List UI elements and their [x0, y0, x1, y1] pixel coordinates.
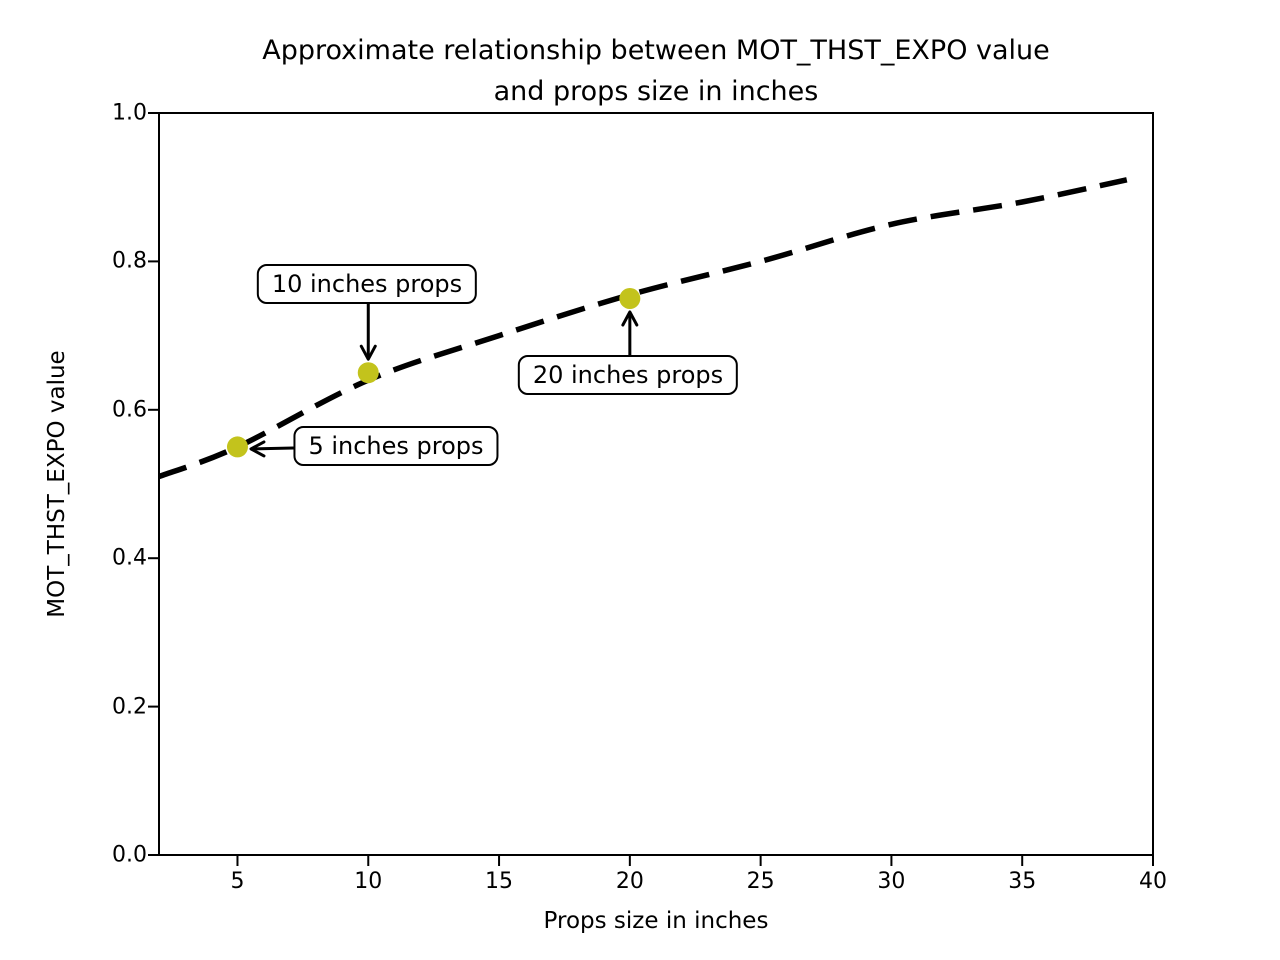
y-tick-label: 0.2: [112, 694, 147, 720]
x-tick-label: 30: [877, 869, 906, 894]
annotation-box: 10 inches props: [256, 264, 478, 304]
y-axis-label: MOT_THST_EXPO value: [44, 350, 70, 618]
annotation-arrow-head: [621, 310, 639, 327]
y-tick-label: 0.8: [112, 248, 147, 274]
x-tick-label: 40: [1139, 869, 1167, 894]
chart-title-line2: and props size in inches: [493, 76, 819, 107]
y-tick-label: 1.0: [112, 100, 147, 126]
prop-size-marker: [357, 362, 379, 384]
prop-size-marker: [619, 288, 641, 309]
annotation-box: 20 inches props: [517, 355, 739, 395]
x-tick-label: 10: [354, 869, 383, 894]
annotation-box: 5 inches props: [293, 426, 499, 466]
chart-title: Approximate relationship between MOT_THS…: [262, 30, 1050, 112]
plot-frame: [148, 112, 1154, 866]
prop-size-marker: [226, 436, 248, 458]
x-tick-label: 25: [746, 869, 775, 894]
dashed-trend-line: [158, 177, 1128, 480]
annotation-arrow-head: [249, 440, 266, 458]
chart-title-line1: Approximate relationship between MOT_THS…: [262, 35, 1050, 66]
y-tick-label: 0.4: [112, 545, 147, 571]
y-tick-label: 0.6: [112, 397, 147, 423]
axes-spines: [158, 112, 1154, 856]
annotation-arrows: [249, 304, 639, 458]
x-axis-label: Props size in inches: [543, 908, 769, 934]
annotation-arrow-head: [359, 344, 377, 361]
x-tick-label: 20: [615, 869, 644, 894]
x-tick-label: 5: [230, 869, 245, 894]
x-tick-label: 15: [485, 869, 514, 894]
approximation-curve: [158, 177, 1128, 480]
y-tick-label: 0.0: [112, 842, 147, 868]
data-point-markers: [226, 288, 641, 458]
x-tick-label: 35: [1008, 869, 1037, 894]
annotation-arrow-shaft: [250, 446, 294, 451]
